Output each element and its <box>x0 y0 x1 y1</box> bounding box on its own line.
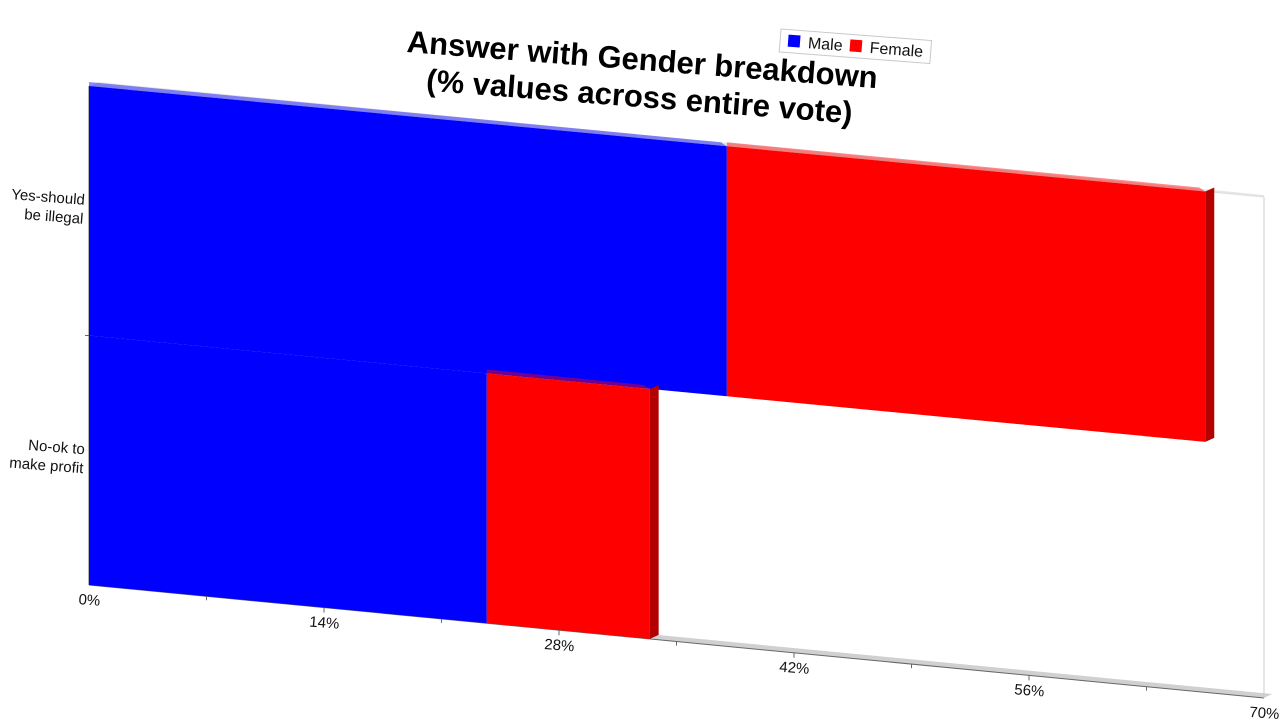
legend-item-label: Male <box>807 35 843 55</box>
x-tick-label: 42% <box>779 659 810 678</box>
category-label-line: No-ok to <box>28 437 86 458</box>
legend-item-label: Female <box>869 40 924 61</box>
bar-top-face <box>89 82 727 147</box>
bar-segment <box>89 86 727 397</box>
category-label-line: Yes-should <box>11 186 86 209</box>
bar-segment <box>486 373 650 639</box>
x-tick-label: 70% <box>1249 704 1280 720</box>
category-labels: Yes-shouldbe illegal No-ok tomake profit <box>9 186 87 478</box>
bar-segment <box>89 335 487 624</box>
bar-segment <box>726 146 1206 442</box>
legend-box: Male Female <box>778 28 933 65</box>
category-label: Yes-shouldbe illegal <box>9 186 85 228</box>
bar-side-face <box>1205 187 1215 442</box>
bars <box>89 82 1215 639</box>
x-tick-label: 28% <box>544 636 575 655</box>
bar-top-face <box>726 142 1206 192</box>
bar-side-face <box>649 384 659 639</box>
bar-group <box>89 331 659 639</box>
category-label-line: make profit <box>9 455 85 478</box>
category-label-line: be illegal <box>24 206 84 227</box>
chart-top-edge <box>89 82 1264 197</box>
legend: Male Female <box>778 28 933 65</box>
bar-top-face <box>89 331 487 374</box>
bar-top-face <box>486 369 650 389</box>
x-tick-label: 14% <box>309 613 340 632</box>
legend-swatch <box>849 39 863 53</box>
bar-group <box>89 82 1215 442</box>
x-tick-label: 56% <box>1014 681 1045 700</box>
x-ticks: 0% 14% 28% 42% 56% 70% <box>78 591 1280 723</box>
legend-swatch <box>787 34 801 48</box>
x-tick-label: 0% <box>78 591 101 610</box>
category-label: No-ok tomake profit <box>9 436 87 478</box>
